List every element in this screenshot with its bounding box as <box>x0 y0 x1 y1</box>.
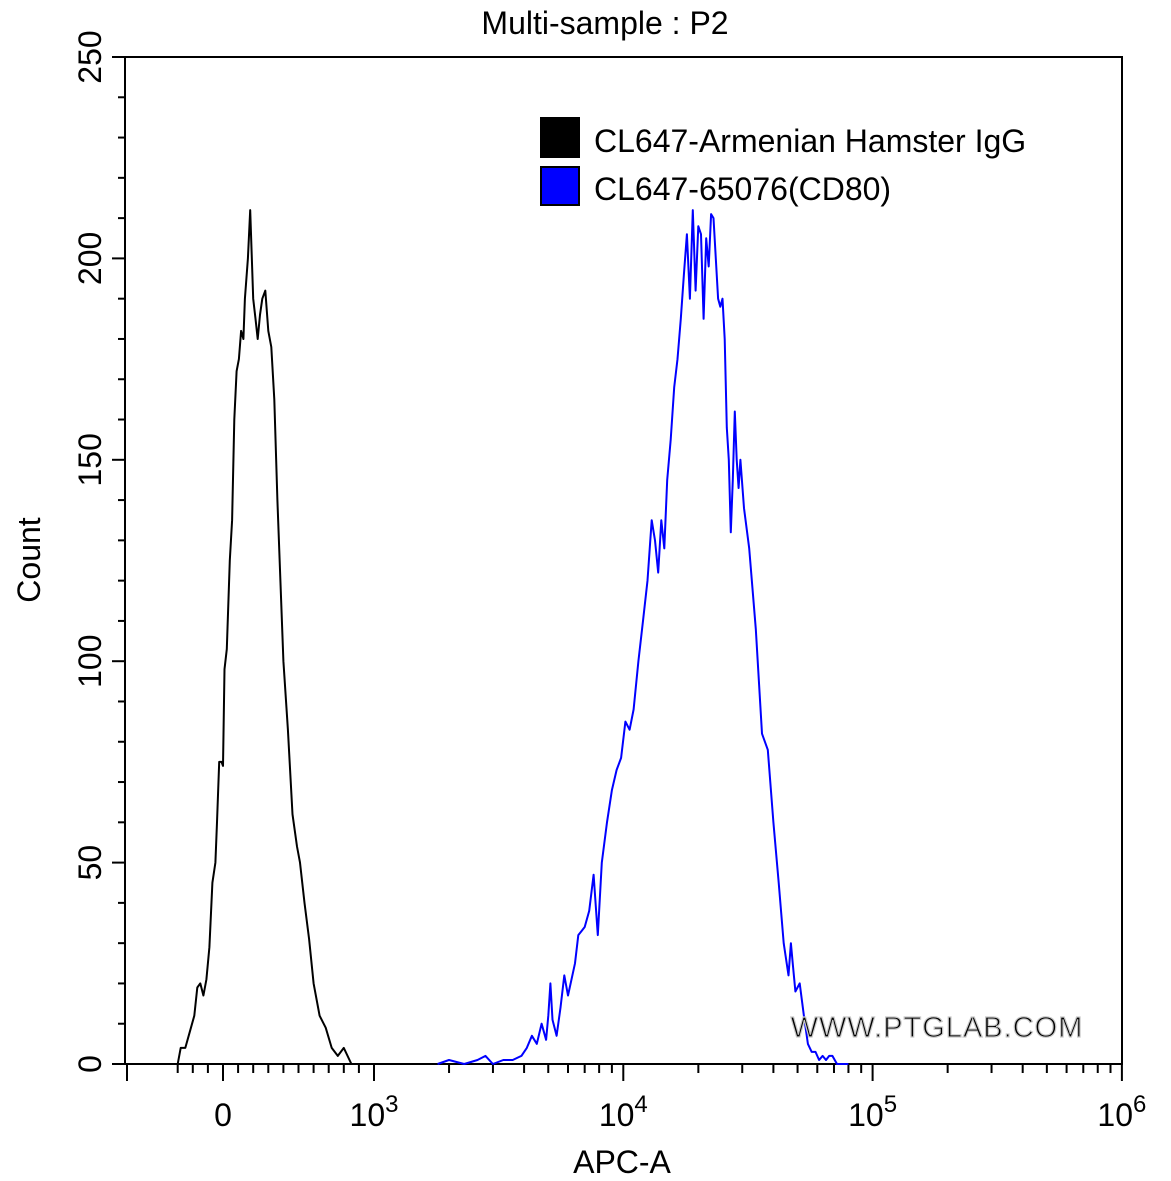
y-axis: 0 50 100 150 200 250 <box>72 30 125 1073</box>
legend-swatch-isotype <box>540 117 580 158</box>
legend-swatch-cd80 <box>540 166 580 206</box>
x-tick-label: 105 <box>848 1091 897 1133</box>
y-axis-label: Count <box>11 517 47 603</box>
series-line-isotype <box>176 209 374 1065</box>
legend-label-isotype: CL647-Armenian Hamster IgG <box>594 123 1026 159</box>
watermark: WWW.PTGLAB.COM <box>791 1012 1084 1044</box>
legend-label-cd80: CL647-65076(CD80) <box>594 171 891 207</box>
series-line-cd80 <box>437 209 849 1065</box>
x-tick-label: 104 <box>599 1091 648 1133</box>
plot-frame <box>124 56 1123 1065</box>
x-axis: 0 103 104 105 106 <box>126 1064 1146 1133</box>
x-tick-label: 103 <box>350 1091 399 1133</box>
y-tick-label: 0 <box>72 1055 108 1073</box>
x-tick-label: 0 <box>214 1097 232 1133</box>
x-axis-label: APC-A <box>573 1144 671 1180</box>
legend: CL647-Armenian Hamster IgG CL647-65076(C… <box>540 117 1026 207</box>
y-tick-label: 100 <box>72 635 108 688</box>
y-tick-label: 50 <box>72 845 108 881</box>
plot-area <box>124 56 1123 1065</box>
y-tick-label: 150 <box>72 433 108 486</box>
x-tick-label: 106 <box>1097 1091 1146 1133</box>
series-layer <box>176 209 849 1065</box>
y-tick-label: 200 <box>72 232 108 285</box>
y-tick-label: 250 <box>72 30 108 83</box>
chart-title: Multi-sample : P2 <box>481 5 728 41</box>
